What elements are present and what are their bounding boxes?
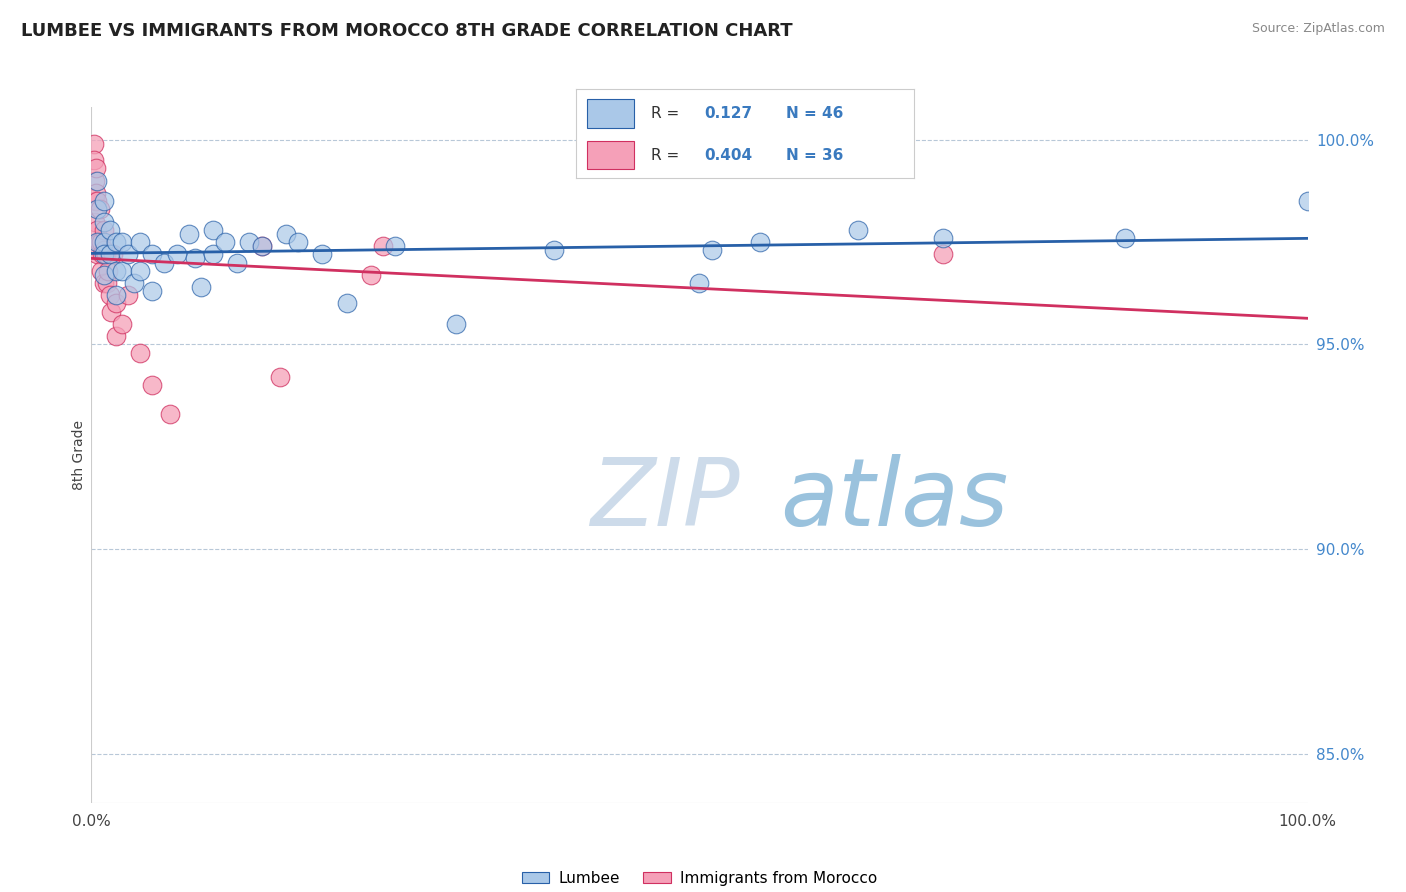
Point — [90, 264, 112, 278]
Point — [111, 264, 134, 278]
Point — [98, 288, 121, 302]
Point — [202, 247, 225, 261]
Point — [311, 247, 333, 261]
Point — [141, 247, 163, 261]
Text: R =: R = — [651, 148, 679, 162]
Point — [111, 235, 134, 249]
Point — [373, 239, 395, 253]
Point — [86, 194, 108, 209]
Point — [96, 276, 118, 290]
Point — [184, 252, 207, 266]
Point — [129, 345, 152, 359]
Point — [93, 276, 115, 290]
Point — [104, 329, 127, 343]
Point — [104, 264, 127, 278]
Point — [1296, 194, 1319, 209]
Point — [86, 247, 108, 261]
Point — [89, 202, 111, 217]
Point — [129, 235, 152, 249]
Text: R =: R = — [651, 106, 679, 120]
Point — [93, 235, 115, 249]
Text: atlas: atlas — [780, 454, 1008, 545]
Point — [93, 268, 115, 282]
Point — [83, 153, 105, 168]
Text: LUMBEE VS IMMIGRANTS FROM MOROCCO 8TH GRADE CORRELATION CHART: LUMBEE VS IMMIGRANTS FROM MOROCCO 8TH GR… — [21, 22, 793, 40]
Point — [214, 235, 236, 249]
Point — [98, 223, 121, 237]
Point — [190, 280, 212, 294]
Point — [111, 317, 134, 331]
Point — [103, 247, 125, 261]
Y-axis label: 8th Grade: 8th Grade — [72, 420, 86, 490]
Point — [931, 231, 953, 245]
Point — [104, 235, 127, 249]
Text: 0.404: 0.404 — [704, 148, 752, 162]
Point — [84, 186, 107, 200]
Point — [84, 174, 107, 188]
Point — [384, 239, 406, 253]
Point — [931, 247, 953, 261]
Point — [250, 239, 273, 253]
Point — [846, 223, 869, 237]
Point — [250, 239, 273, 253]
Point — [117, 288, 139, 302]
Text: N = 36: N = 36 — [786, 148, 844, 162]
Point — [90, 235, 112, 249]
Text: N = 46: N = 46 — [786, 106, 844, 120]
Point — [86, 223, 108, 237]
Point — [93, 247, 115, 261]
Point — [117, 247, 139, 261]
Point — [84, 194, 107, 209]
Point — [129, 264, 152, 278]
Point — [93, 214, 115, 228]
Point — [166, 247, 188, 261]
Point — [83, 136, 105, 151]
Point — [226, 255, 249, 269]
Point — [84, 214, 107, 228]
Point — [86, 235, 108, 249]
FancyBboxPatch shape — [586, 99, 634, 128]
Point — [86, 202, 108, 217]
Point — [122, 276, 145, 290]
Point — [97, 264, 120, 278]
Legend: Lumbee, Immigrants from Morocco: Lumbee, Immigrants from Morocco — [522, 871, 877, 886]
Point — [274, 227, 297, 241]
Text: Source: ZipAtlas.com: Source: ZipAtlas.com — [1251, 22, 1385, 36]
Point — [1114, 231, 1136, 245]
Point — [141, 284, 163, 298]
Point — [141, 378, 163, 392]
Point — [238, 235, 260, 249]
Point — [87, 235, 110, 249]
Point — [104, 296, 127, 310]
Point — [86, 174, 108, 188]
Point — [93, 244, 115, 258]
Point — [336, 296, 359, 310]
Point — [543, 244, 565, 258]
Point — [287, 235, 309, 249]
Point — [749, 235, 772, 249]
Text: ZIP: ZIP — [591, 454, 740, 545]
Text: 0.127: 0.127 — [704, 106, 752, 120]
Point — [159, 407, 181, 421]
Point — [177, 227, 200, 241]
Point — [94, 247, 117, 261]
Point — [98, 247, 121, 261]
Point — [153, 255, 176, 269]
Point — [84, 161, 107, 176]
Point — [269, 370, 291, 384]
Point — [202, 223, 225, 237]
Point — [91, 247, 114, 261]
Point — [700, 244, 723, 258]
Point — [360, 268, 382, 282]
Point — [688, 276, 710, 290]
FancyBboxPatch shape — [586, 141, 634, 169]
Point — [100, 304, 122, 318]
Point — [104, 288, 127, 302]
Point — [93, 194, 115, 209]
Point — [93, 223, 115, 237]
Point — [444, 317, 467, 331]
